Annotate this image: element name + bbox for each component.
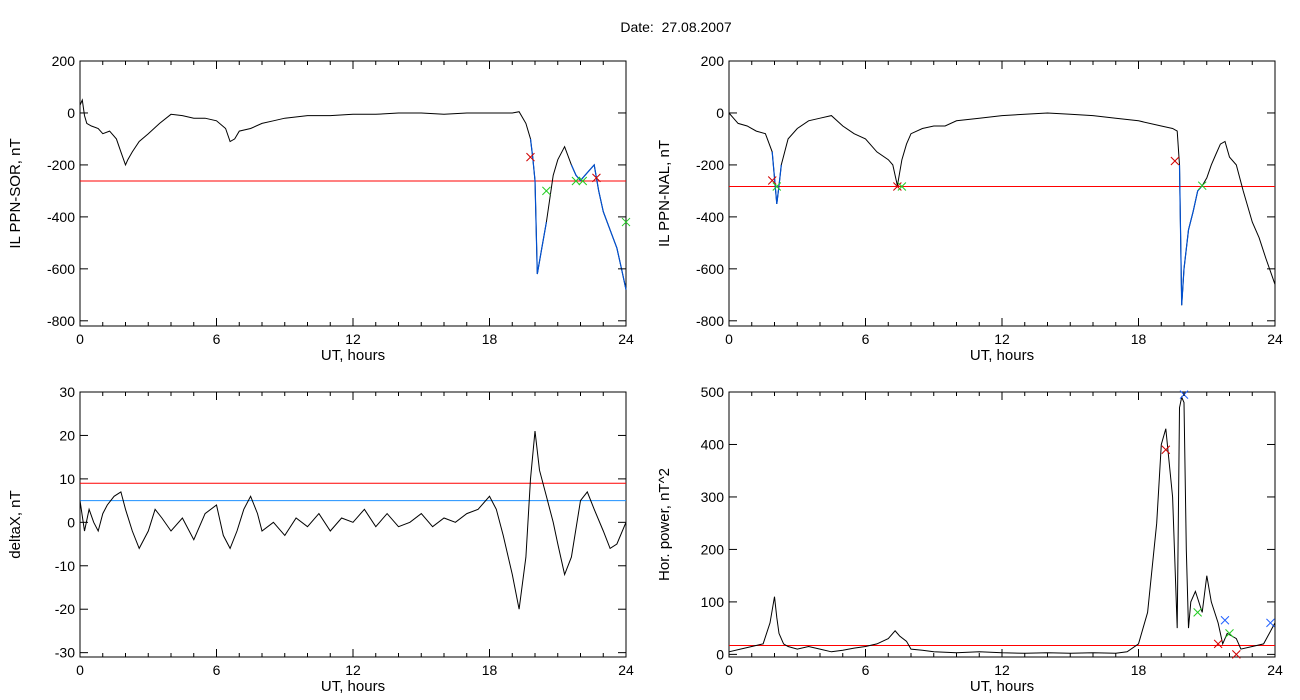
event-marker-green <box>1225 629 1234 638</box>
y-tick-label: 0 <box>67 514 75 530</box>
x-tick-label: 6 <box>213 331 221 347</box>
x-tick-label: 0 <box>725 662 733 678</box>
y-tick-label: -800 <box>47 313 75 329</box>
x-axis-label: UT, hours <box>321 347 385 364</box>
y-tick-label: 20 <box>59 427 75 443</box>
x-tick-label: 0 <box>76 662 84 678</box>
y-tick-label: -10 <box>55 558 75 574</box>
x-tick-label: 6 <box>862 662 870 678</box>
y-tick-label: -20 <box>55 601 75 617</box>
y-tick-label: 200 <box>52 53 76 69</box>
event-marker-red <box>1161 445 1171 455</box>
x-tick-label: 24 <box>618 662 634 678</box>
y-tick-label: 0 <box>67 105 75 121</box>
y-axis-label: deltaX, nT <box>7 490 24 558</box>
event-marker-red <box>1231 650 1241 659</box>
page-title: Date: 27.08.2007 <box>620 19 732 35</box>
event-marker-red <box>526 152 535 162</box>
highlight-segment <box>529 138 547 275</box>
y-tick-label: 200 <box>701 53 725 69</box>
panel-deltax: 0 6 12 18 24 30 20 10 0 -10 -20 -30 UT, hours deltaX,… <box>7 384 634 695</box>
x-axis-label: UT, hours <box>970 678 1034 695</box>
event-marker-blue <box>1266 618 1275 628</box>
x-tick-label: 0 <box>76 331 84 347</box>
data-line <box>79 98 627 290</box>
event-marker-green <box>621 217 631 227</box>
y-tick-label: -400 <box>696 209 724 225</box>
event-marker-green <box>578 176 588 186</box>
y-tick-label: 400 <box>701 436 725 452</box>
y-axis-label: IL PPN-SOR, nT <box>7 138 24 248</box>
data-line <box>79 431 627 610</box>
y-tick-label: 100 <box>701 594 725 610</box>
data-line <box>728 395 1276 654</box>
y-tick-label: -400 <box>47 209 75 225</box>
y-tick-label: 10 <box>59 471 75 487</box>
y-tick-label: 200 <box>701 541 725 557</box>
x-axis-label: UT, hours <box>321 678 385 695</box>
x-tick-label: 18 <box>1131 331 1147 347</box>
x-tick-label: 0 <box>725 331 733 347</box>
y-tick-label: -600 <box>696 261 724 277</box>
y-axis-label: IL PPN-NAL, nT <box>656 140 673 247</box>
event-marker-green <box>571 176 581 186</box>
event-marker-green <box>1197 181 1207 191</box>
highlight-segment <box>1178 164 1203 306</box>
y-tick-label: 0 <box>716 646 724 662</box>
panel-nal: 0 6 12 18 24 200 0 -200 -400 -600 -800 UT, hours IL … <box>656 53 1283 364</box>
x-tick-label: 18 <box>1131 662 1147 678</box>
x-tick-label: 18 <box>482 662 498 678</box>
x-tick-label: 18 <box>482 331 498 347</box>
y-tick-label: -200 <box>47 157 75 173</box>
x-tick-label: 12 <box>345 331 361 347</box>
y-tick-label: -600 <box>47 261 75 277</box>
event-marker-red <box>592 173 601 183</box>
x-tick-label: 6 <box>213 662 221 678</box>
x-tick-label: 24 <box>618 331 634 347</box>
x-tick-label: 12 <box>994 662 1010 678</box>
event-marker-green <box>897 182 907 191</box>
y-tick-label: 30 <box>59 384 75 400</box>
event-marker-green <box>542 186 551 196</box>
panel-sor: 0 6 12 18 24 200 0 -200 -400 -600 -800 UT, hours IL … <box>7 53 634 364</box>
y-tick-label: 300 <box>701 489 725 505</box>
x-tick-label: 12 <box>345 662 361 678</box>
y-axis-label: Hor. power, nT^2 <box>656 468 673 581</box>
plot-frame <box>728 60 1276 327</box>
y-tick-label: 500 <box>701 384 725 400</box>
x-tick-label: 12 <box>994 331 1010 347</box>
x-tick-label: 24 <box>1267 662 1283 678</box>
highlight-segment <box>771 151 782 204</box>
event-marker-red <box>1213 639 1223 649</box>
y-tick-label: 0 <box>716 105 724 121</box>
y-tick-label: -800 <box>696 313 724 329</box>
x-tick-label: 24 <box>1267 331 1283 347</box>
event-marker-red <box>767 176 777 185</box>
event-marker-red <box>1170 156 1180 166</box>
plot-frame <box>79 391 627 658</box>
y-tick-label: -30 <box>55 645 75 661</box>
highlight-segment <box>570 163 627 290</box>
x-tick-label: 6 <box>862 331 870 347</box>
panel-power: 0 6 12 18 24 500 400 300 200 100 0 UT, hours Hor. po… <box>656 384 1283 695</box>
event-marker-green <box>1193 608 1203 617</box>
x-axis-label: UT, hours <box>970 347 1034 364</box>
event-marker-green <box>772 182 782 191</box>
event-marker-red <box>892 182 902 191</box>
event-marker-blue <box>1220 615 1230 625</box>
y-tick-label: -200 <box>696 157 724 173</box>
plot-frame <box>728 391 1276 658</box>
